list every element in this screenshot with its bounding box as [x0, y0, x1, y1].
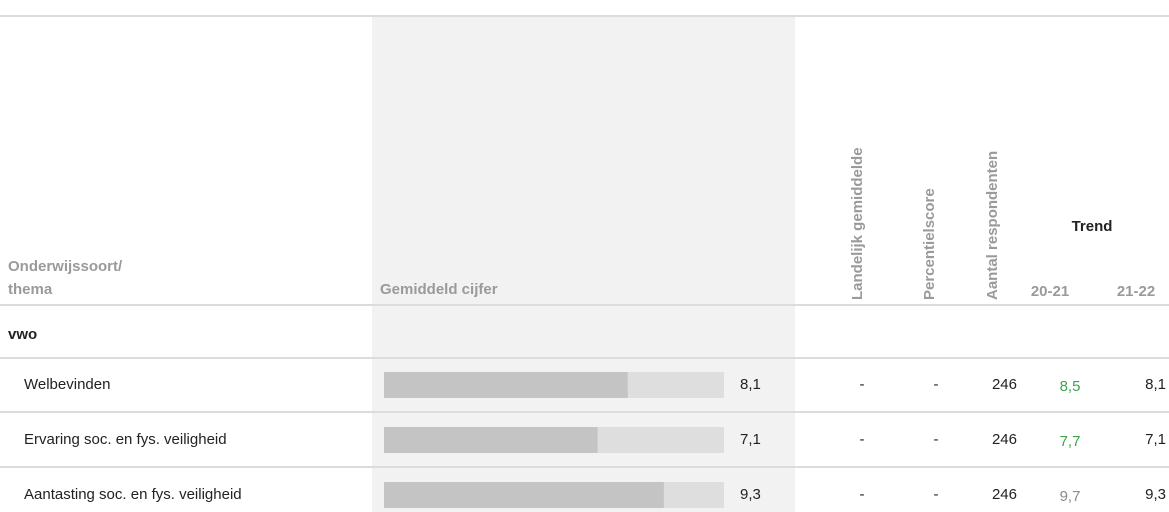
trend-value: 7,1 [1145, 431, 1166, 448]
row-label: Welbevinden [24, 376, 110, 393]
respondenten: 246 [992, 486, 1017, 503]
header-thema: thema [8, 281, 53, 298]
header-respondenten: Aantal respondenten [984, 151, 1001, 300]
header-trend: Trend [1072, 218, 1113, 235]
percentiel: - [934, 431, 939, 448]
percentiel: - [934, 376, 939, 393]
bar [384, 482, 664, 508]
percentiel: - [934, 486, 939, 503]
landelijk: - [860, 486, 865, 503]
landelijk: - [860, 431, 865, 448]
respondenten: 246 [992, 376, 1017, 393]
trend-value: 9,3 [1145, 486, 1166, 503]
header-trend-year: 21-22 [1117, 283, 1155, 300]
score: 7,1 [740, 431, 761, 448]
trend-value: 7,7 [1060, 433, 1081, 450]
header-gemiddeld: Gemiddeld cijfer [380, 281, 498, 298]
header-thema: Onderwijssoort/ [8, 258, 123, 275]
trend-value: 8,5 [1060, 378, 1081, 395]
bar [384, 427, 598, 453]
row-label: Ervaring soc. en fys. veiligheid [24, 431, 227, 448]
bar [384, 372, 628, 398]
header-landelijk: Landelijk gemiddelde [849, 147, 866, 300]
score: 8,1 [740, 376, 761, 393]
header-trend-year: 20-21 [1031, 283, 1069, 300]
trend-value: 9,7 [1060, 488, 1081, 505]
score: 9,3 [740, 486, 761, 503]
row-label: Aantasting soc. en fys. veiligheid [24, 486, 242, 503]
header-percentiel: Percentielscore [921, 188, 938, 300]
group-label: vwo [8, 326, 37, 343]
landelijk: - [860, 376, 865, 393]
respondenten: 246 [992, 431, 1017, 448]
trend-value: 8,1 [1145, 376, 1166, 393]
